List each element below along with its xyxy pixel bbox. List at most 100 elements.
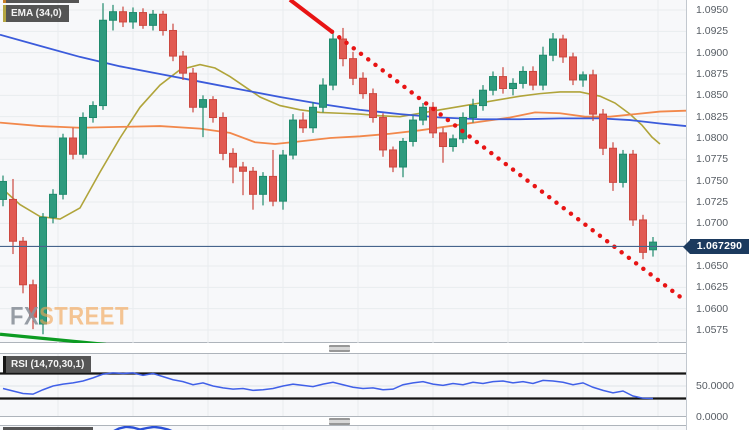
candle-body: [409, 119, 417, 142]
candle-body: [589, 74, 597, 115]
candle-body: [209, 99, 217, 119]
candle-body: [499, 76, 507, 90]
ma-orange-line: [0, 109, 686, 145]
candle-body: [269, 175, 277, 202]
price-badge-value: 1.067290: [690, 239, 749, 254]
candle-body: [379, 117, 387, 151]
price-tick-label: 1.0900: [696, 46, 729, 59]
candle-body: [549, 38, 557, 56]
candle-body: [279, 154, 287, 202]
bottom-chart-canvas: [57, 426, 659, 430]
candle-body: [69, 137, 77, 155]
main-chart-canvas: [0, 0, 686, 343]
candle-body: [609, 147, 617, 183]
rsi-tick-label: 50.0000: [696, 379, 734, 392]
pane-separator-handle-1[interactable]: [329, 345, 350, 352]
price-tick-label: 1.0850: [696, 89, 729, 102]
price-tick-label: 1.0825: [696, 110, 729, 123]
ema-indicator-label[interactable]: EMA (34,0): [3, 5, 69, 22]
bottom-indicator-panel[interactable]: [0, 425, 686, 430]
candle-body: [329, 38, 337, 86]
candle-body: [519, 70, 527, 84]
ema34-line: [0, 63, 661, 220]
candle-body: [399, 140, 407, 168]
red-trendline-dotted: [329, 29, 683, 299]
candle-body: [289, 119, 297, 156]
candle-body: [19, 240, 27, 286]
rsi-line: [2, 372, 654, 400]
candle-body: [639, 219, 647, 253]
candle-body: [159, 13, 167, 31]
candle-body: [139, 12, 147, 26]
candle-body: [79, 117, 87, 155]
candle-body: [319, 84, 327, 108]
candle-body: [539, 54, 547, 86]
candle-body: [619, 153, 627, 183]
rsi-accent-bar: [3, 356, 6, 373]
rsi-chart-canvas: [0, 354, 686, 416]
candle-body: [629, 153, 637, 221]
candle-body: [89, 105, 97, 119]
bottom-indicator-line: [113, 426, 173, 430]
price-tick-label: 1.0575: [696, 323, 729, 336]
candle-body: [229, 152, 237, 168]
price-tick-label: 1.0950: [696, 4, 729, 16]
candle-body: [489, 76, 497, 91]
rsi-panel[interactable]: RSI (14,70,30,1): [0, 353, 686, 417]
price-tick-label: 1.0775: [696, 153, 729, 166]
candle-body: [579, 74, 587, 81]
watermark-street: STREET: [39, 302, 129, 330]
candle-body: [369, 93, 377, 119]
ema-accent-bar: [3, 5, 6, 22]
candle-body: [599, 113, 607, 149]
candle-body: [479, 89, 487, 107]
price-tick-label: 1.0625: [696, 281, 729, 294]
candle-body: [99, 19, 107, 107]
main-gridlines: [0, 0, 686, 343]
watermark-fx: FX: [10, 302, 40, 330]
candle-body: [189, 72, 197, 108]
candle-body: [419, 106, 427, 121]
candle-body: [119, 11, 127, 23]
current-price-label: 1.067290: [683, 239, 749, 254]
indicator-label-partial-top[interactable]: [3, 0, 79, 3]
red-trendline-solid: [288, 0, 334, 34]
candle-body: [309, 106, 317, 129]
indicator-label-partial-bottom[interactable]: [3, 427, 93, 430]
candle-body: [219, 117, 227, 154]
candle-body: [349, 58, 357, 79]
candle-body: [199, 99, 207, 108]
candle-body: [29, 284, 37, 318]
candle-body: [259, 175, 267, 195]
candle-body: [249, 170, 257, 195]
candle-body: [559, 38, 567, 58]
rsi-indicator-label[interactable]: RSI (14,70,30,1): [3, 356, 92, 373]
price-tick-label: 1.0650: [696, 259, 729, 272]
rsi-tick-label: 0.0000: [696, 410, 729, 423]
price-tick-label: 1.0875: [696, 67, 729, 80]
candle-body: [389, 149, 397, 168]
candle-body: [49, 193, 57, 218]
price-tick-label: 1.0925: [696, 25, 729, 38]
candle-body: [239, 166, 247, 172]
candle-body: [59, 137, 67, 195]
candle-body: [359, 77, 367, 95]
price-badge-arrow-icon: [683, 239, 690, 254]
candle-body: [169, 29, 177, 57]
candle-body: [529, 70, 537, 86]
candle-body: [339, 38, 347, 60]
candle-body: [9, 198, 17, 242]
main-price-panel[interactable]: FXSTREET EMA (34,0): [0, 0, 686, 343]
price-axis[interactable]: 1.0950 1.0925 1.0900 1.0875 1.0850 1.0825 1.08…: [686, 0, 750, 430]
candle-body: [449, 138, 457, 148]
price-tick-label: 1.0600: [696, 302, 729, 315]
candle-body: [109, 11, 117, 21]
pane-separator-handle-2[interactable]: [329, 418, 350, 425]
fxstreet-watermark: FXSTREET: [10, 302, 129, 331]
rsi-label-text: RSI (14,70,30,1): [11, 359, 85, 370]
candle-body: [469, 105, 477, 119]
candle-body: [569, 56, 577, 81]
ema-label-text: EMA (34,0): [11, 8, 62, 19]
candle-body: [299, 119, 307, 129]
